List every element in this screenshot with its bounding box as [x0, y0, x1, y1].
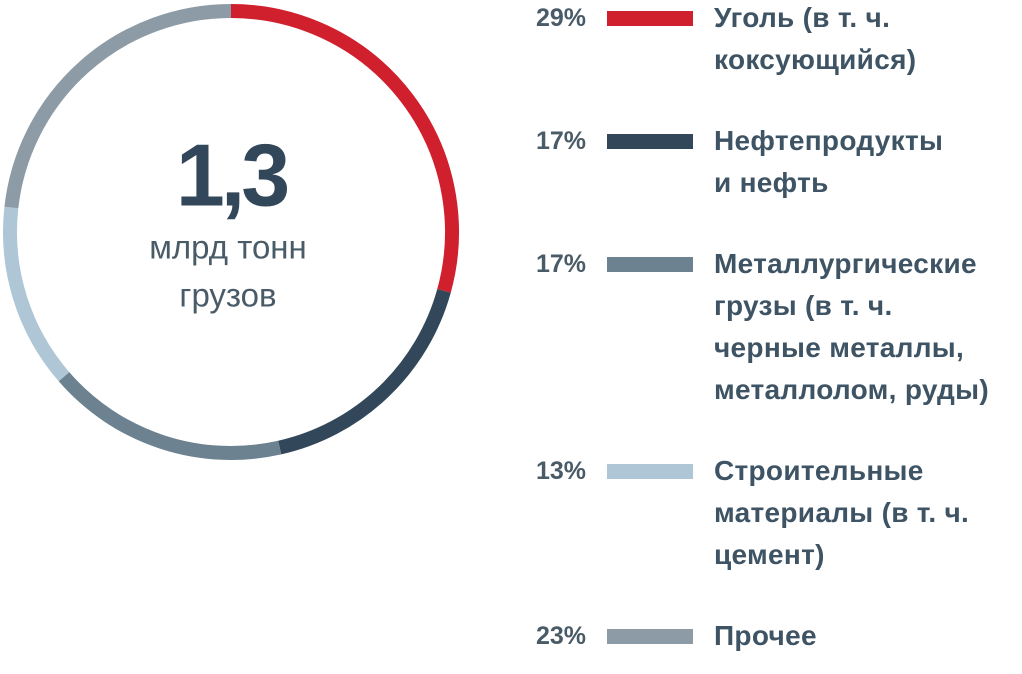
legend-swatch	[607, 11, 693, 26]
donut-segment	[4, 4, 232, 209]
value-label: 13%	[535, 457, 586, 485]
value-label: 17%	[535, 127, 586, 155]
legend-label: Строительные материалы (в т. ч. цемент)	[714, 455, 970, 570]
legend-item: 17% Нефтепродукты и нефть	[500, 120, 1022, 204]
value-label: 29%	[535, 4, 586, 32]
legend-swatch	[607, 257, 693, 272]
donut-segment	[58, 372, 282, 460]
donut-segment	[3, 206, 70, 382]
legend-label: Прочее	[714, 620, 817, 651]
legend-item: 29% Уголь (в т. ч. коксующийся)	[500, 0, 1022, 81]
center-text: млрд тонн	[149, 229, 307, 266]
legend-label: Нефтепродукты и нефть	[714, 125, 944, 198]
legend: 29% Уголь (в т. ч. коксующийся) 17% Нефтепр…	[500, 0, 1022, 657]
donut-segment	[230, 4, 459, 293]
legend-label: Металлургические грузы (в т. ч. черные м…	[714, 248, 989, 405]
legend-swatch	[607, 134, 693, 149]
legend-item: 23% Прочее	[500, 615, 1022, 657]
donut-chart: 1,3 млрд тонн грузов	[3, 4, 459, 460]
legend-item: 17% Металлургические грузы (в т. ч. черны…	[500, 243, 1022, 411]
value-label: 23%	[535, 622, 586, 650]
legend-swatch	[607, 464, 693, 479]
center-text: грузов	[179, 277, 276, 314]
donut-segment	[278, 289, 451, 455]
value-label: 17%	[535, 250, 586, 278]
legend-label: Уголь (в т. ч. коксующийся)	[714, 2, 917, 75]
legend-item: 13% Строительные материалы (в т. ч. цемен…	[500, 450, 1022, 576]
legend-swatch	[607, 629, 693, 644]
center-value: 1,3	[176, 125, 287, 224]
